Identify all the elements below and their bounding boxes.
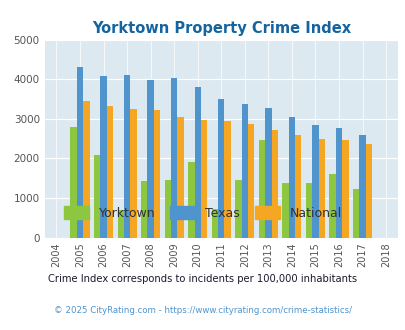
Bar bbox=[282, 183, 288, 238]
Bar bbox=[211, 209, 217, 238]
Text: Crime Index corresponds to incidents per 100,000 inhabitants: Crime Index corresponds to incidents per… bbox=[48, 274, 357, 284]
Bar bbox=[258, 140, 264, 238]
Bar bbox=[130, 109, 136, 238]
Bar bbox=[188, 162, 194, 238]
Bar bbox=[235, 180, 241, 238]
Bar bbox=[107, 106, 113, 238]
Bar bbox=[241, 104, 247, 238]
Bar bbox=[100, 76, 107, 238]
Bar bbox=[305, 183, 311, 238]
Bar bbox=[341, 140, 347, 238]
Bar bbox=[335, 128, 341, 238]
Bar bbox=[77, 67, 83, 238]
Bar bbox=[200, 120, 207, 238]
Bar bbox=[124, 75, 130, 238]
Bar bbox=[70, 127, 77, 238]
Bar bbox=[94, 155, 100, 238]
Bar bbox=[271, 130, 277, 238]
Bar bbox=[358, 135, 365, 238]
Bar bbox=[147, 80, 153, 238]
Bar bbox=[164, 180, 171, 238]
Bar bbox=[224, 121, 230, 238]
Text: © 2025 CityRating.com - https://www.cityrating.com/crime-statistics/: © 2025 CityRating.com - https://www.city… bbox=[54, 306, 351, 315]
Title: Yorktown Property Crime Index: Yorktown Property Crime Index bbox=[92, 21, 350, 36]
Bar bbox=[177, 117, 183, 238]
Bar bbox=[117, 210, 124, 238]
Bar bbox=[294, 135, 301, 238]
Bar bbox=[329, 174, 335, 238]
Bar bbox=[194, 87, 200, 238]
Bar bbox=[264, 108, 271, 238]
Bar bbox=[141, 182, 147, 238]
Bar bbox=[288, 117, 294, 238]
Bar bbox=[247, 123, 254, 238]
Bar bbox=[83, 101, 89, 238]
Bar bbox=[365, 144, 371, 238]
Bar bbox=[153, 111, 160, 238]
Bar bbox=[311, 125, 318, 238]
Legend: Yorktown, Texas, National: Yorktown, Texas, National bbox=[59, 201, 346, 225]
Bar bbox=[318, 139, 324, 238]
Bar bbox=[217, 99, 224, 238]
Bar bbox=[352, 189, 358, 238]
Bar bbox=[171, 79, 177, 238]
